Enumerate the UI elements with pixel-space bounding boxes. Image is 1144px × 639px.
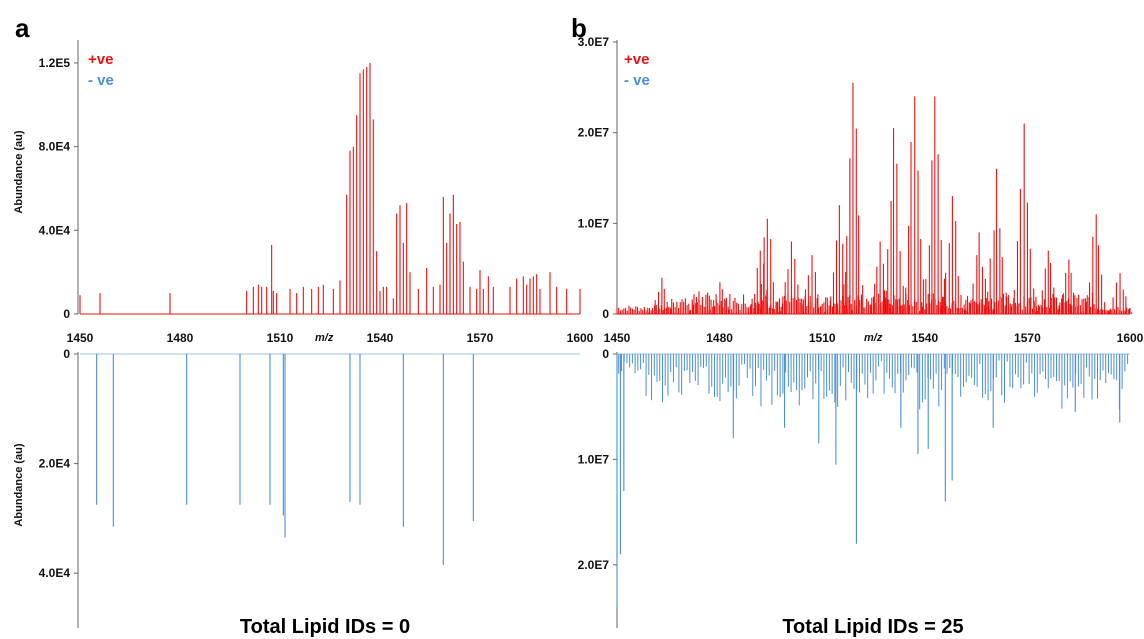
y-tick-label: 1.2E5 bbox=[39, 56, 71, 70]
panel-b: b +ve - ve m/z 0 1.0E7 2.0E7 3.0E7 1450 1480 1… bbox=[571, 13, 1144, 638]
x-tick-label: 1570 bbox=[1014, 331, 1041, 345]
x-tick-label: 1600 bbox=[567, 331, 594, 345]
x-tick-label: 1510 bbox=[809, 331, 836, 345]
panel-a-top-ylabel: Abundance (au) bbox=[13, 130, 25, 213]
panel-b-xlabel: m/z bbox=[864, 332, 883, 344]
x-tick-label: 1600 bbox=[1117, 331, 1144, 345]
x-tick-label: 1570 bbox=[467, 331, 494, 345]
panel-a-positive-spectrum bbox=[79, 62, 581, 314]
panel-a-letter: a bbox=[15, 13, 30, 43]
panel-b-negative-spectrum bbox=[616, 354, 1129, 607]
y-tick-label: 0 bbox=[602, 307, 609, 321]
x-tick-label: 1540 bbox=[911, 331, 938, 345]
y-tick-label: 3.0E7 bbox=[578, 35, 610, 49]
panel-b-total-lipid-ids: Total Lipid IDs = 25 bbox=[782, 616, 963, 638]
x-tick-label: 1540 bbox=[367, 331, 394, 345]
panel-b-top-axes: 0 1.0E7 2.0E7 3.0E7 1450 1480 1510 1540 1570 1600 bbox=[578, 35, 1144, 345]
panel-b-positive-spectrum bbox=[616, 82, 1133, 314]
panel-b-legend-neg: - ve bbox=[624, 72, 650, 89]
panel-a-legend-neg: - ve bbox=[88, 72, 114, 89]
panel-a-xlabel: m/z bbox=[315, 332, 334, 344]
panel-b-bottom-axes: 0 1.0E7 2.0E7 bbox=[578, 347, 1130, 628]
panel-b-letter: b bbox=[571, 13, 587, 43]
x-tick-label: 1450 bbox=[67, 331, 94, 345]
y-tick-label: 2.0E7 bbox=[578, 558, 610, 572]
panel-a-bottom-ylabel: Abundance (au) bbox=[13, 443, 25, 526]
y-tick-label: 1.0E7 bbox=[578, 216, 610, 230]
panel-a-legend-pos: +ve bbox=[88, 51, 113, 68]
x-tick-label: 1510 bbox=[267, 331, 294, 345]
x-tick-label: 1450 bbox=[604, 331, 631, 345]
y-tick-label: 4.0E4 bbox=[39, 223, 71, 237]
y-tick-label: 1.0E7 bbox=[578, 452, 610, 466]
panel-a: a +ve - ve Abundance (au) Abundance (au)… bbox=[13, 13, 594, 638]
y-tick-label: 2.0E7 bbox=[578, 126, 610, 140]
panel-b-legend-pos: +ve bbox=[624, 51, 649, 68]
panel-a-top-axes: 0 4.0E4 8.0E4 1.2E5 1450 1480 1510 1540 1570 1600 bbox=[39, 40, 594, 345]
panel-a-bottom-axes: 0 2.0E4 4.0E4 bbox=[39, 347, 580, 628]
y-tick-label: 2.0E4 bbox=[39, 457, 71, 471]
y-tick-label: 0 bbox=[602, 347, 609, 361]
panel-a-total-lipid-ids: Total Lipid IDs = 0 bbox=[240, 616, 410, 638]
x-tick-label: 1480 bbox=[706, 331, 733, 345]
x-tick-label: 1480 bbox=[167, 331, 194, 345]
y-tick-label: 4.0E4 bbox=[39, 566, 71, 580]
y-tick-label: 0 bbox=[63, 307, 70, 321]
y-tick-label: 8.0E4 bbox=[39, 140, 71, 154]
panel-a-negative-spectrum bbox=[96, 354, 474, 565]
y-tick-label: 0 bbox=[63, 347, 70, 361]
